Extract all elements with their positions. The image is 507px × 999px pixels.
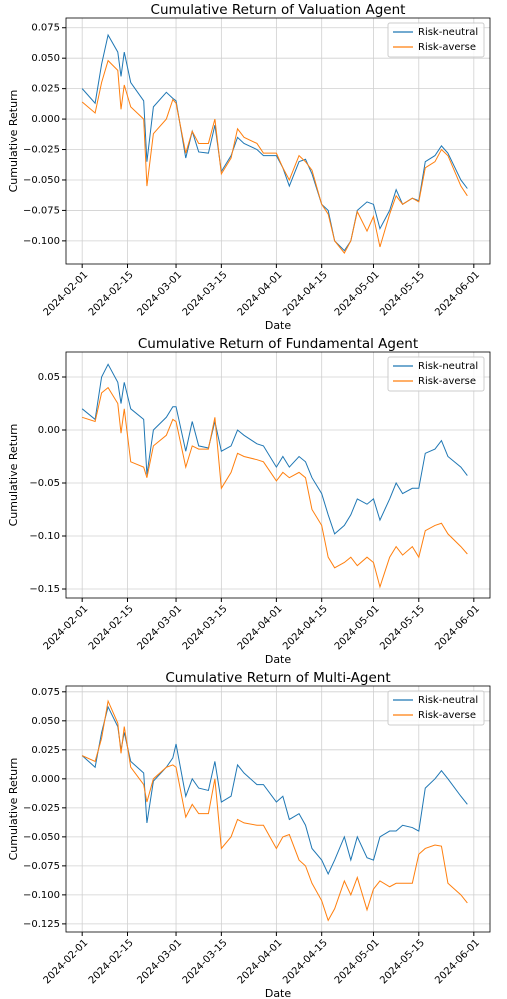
plot-frame bbox=[65, 351, 491, 599]
x-tick-label: 2024-02-01 bbox=[42, 603, 91, 652]
y-tick-label: −0.050 bbox=[23, 832, 60, 843]
y-tick-label: −0.05 bbox=[29, 478, 60, 489]
x-tick-label: 2024-05-15 bbox=[378, 603, 427, 652]
x-tick-label: 2024-02-15 bbox=[87, 269, 136, 318]
x-axis-label: Date bbox=[265, 987, 292, 999]
series-line bbox=[81, 33, 468, 252]
legend-label: Risk-neutral bbox=[418, 27, 478, 38]
x-tick-label: 2024-05-01 bbox=[333, 269, 382, 318]
x-tick-label: 2024-04-01 bbox=[236, 269, 285, 318]
y-tick-label: −0.10 bbox=[29, 531, 60, 542]
y-tick-label: −0.025 bbox=[23, 145, 60, 156]
x-tick-label: 2024-03-15 bbox=[181, 937, 230, 986]
x-tick-label: 2024-05-15 bbox=[378, 269, 427, 318]
y-tick-label: −0.100 bbox=[23, 890, 60, 901]
y-tick-label: 0.05 bbox=[38, 372, 60, 383]
y-tick-label: −0.100 bbox=[23, 236, 60, 247]
plot-frame bbox=[65, 685, 491, 933]
y-tick-label: −0.075 bbox=[23, 861, 60, 872]
series-line bbox=[81, 59, 468, 254]
x-tick-label: 2024-04-01 bbox=[236, 603, 285, 652]
x-tick-label: 2024-02-15 bbox=[87, 603, 136, 652]
x-tick-label: 2024-02-01 bbox=[42, 269, 91, 318]
x-tick-label: 2024-03-01 bbox=[135, 269, 184, 318]
x-tick-label: 2024-05-01 bbox=[333, 937, 382, 986]
x-tick-label: 2024-04-15 bbox=[281, 603, 330, 652]
x-axis-label: Date bbox=[265, 319, 292, 332]
y-tick-label: 0.00 bbox=[38, 425, 60, 436]
x-tick-label: 2024-03-01 bbox=[135, 603, 184, 652]
plot-frame bbox=[65, 17, 491, 265]
y-tick-label: −0.125 bbox=[23, 919, 60, 930]
chart-title: Cumulative Return of Multi-Agent bbox=[165, 670, 390, 686]
x-tick-label: 2024-06-01 bbox=[433, 269, 482, 318]
y-tick-label: 0.000 bbox=[31, 114, 60, 125]
chart-title: Cumulative Return of Valuation Agent bbox=[151, 2, 406, 18]
x-tick-label: 2024-05-15 bbox=[378, 937, 427, 986]
x-tick-label: 2024-03-15 bbox=[181, 603, 230, 652]
series-line bbox=[81, 363, 468, 535]
x-tick-label: 2024-04-15 bbox=[281, 269, 330, 318]
x-tick-label: 2024-03-01 bbox=[135, 937, 184, 986]
legend-label: Risk-averse bbox=[418, 376, 476, 387]
series-line bbox=[82, 386, 468, 589]
legend-label: Risk-neutral bbox=[418, 361, 478, 372]
y-tick-label: 0.000 bbox=[31, 774, 60, 785]
y-tick-label: −0.025 bbox=[23, 803, 60, 814]
legend-label: Risk-averse bbox=[418, 710, 476, 721]
x-tick-label: 2024-05-01 bbox=[333, 603, 382, 652]
y-tick-label: 0.025 bbox=[31, 84, 60, 95]
x-tick-label: 2024-06-01 bbox=[433, 603, 482, 652]
y-tick-label: −0.050 bbox=[23, 175, 60, 186]
x-tick-label: 2024-04-15 bbox=[281, 937, 330, 986]
x-tick-label: 2024-03-15 bbox=[181, 269, 230, 318]
x-axis-label: Date bbox=[265, 653, 292, 666]
legend-label: Risk-neutral bbox=[418, 695, 478, 706]
y-tick-label: 0.075 bbox=[31, 23, 60, 34]
y-tick-label: 0.050 bbox=[31, 716, 60, 727]
y-tick-label: 0.025 bbox=[31, 745, 60, 756]
y-tick-label: 0.075 bbox=[31, 687, 60, 698]
x-tick-label: 2024-06-01 bbox=[433, 937, 482, 986]
series-line bbox=[81, 699, 468, 922]
y-tick-label: −0.075 bbox=[23, 205, 60, 216]
x-tick-label: 2024-04-01 bbox=[236, 937, 285, 986]
series-line bbox=[81, 705, 468, 876]
chart-title: Cumulative Return of Fundamental Agent bbox=[138, 336, 418, 352]
x-tick-label: 2024-02-15 bbox=[87, 937, 136, 986]
y-tick-label: 0.050 bbox=[31, 53, 60, 64]
y-axis-label: Cumulative Return bbox=[7, 90, 20, 193]
y-tick-label: −0.15 bbox=[29, 584, 60, 595]
y-axis-label: Cumulative Return bbox=[7, 424, 20, 527]
x-tick-label: 2024-02-01 bbox=[42, 937, 91, 986]
y-axis-label: Cumulative Return bbox=[7, 758, 20, 861]
legend-label: Risk-averse bbox=[418, 42, 476, 53]
